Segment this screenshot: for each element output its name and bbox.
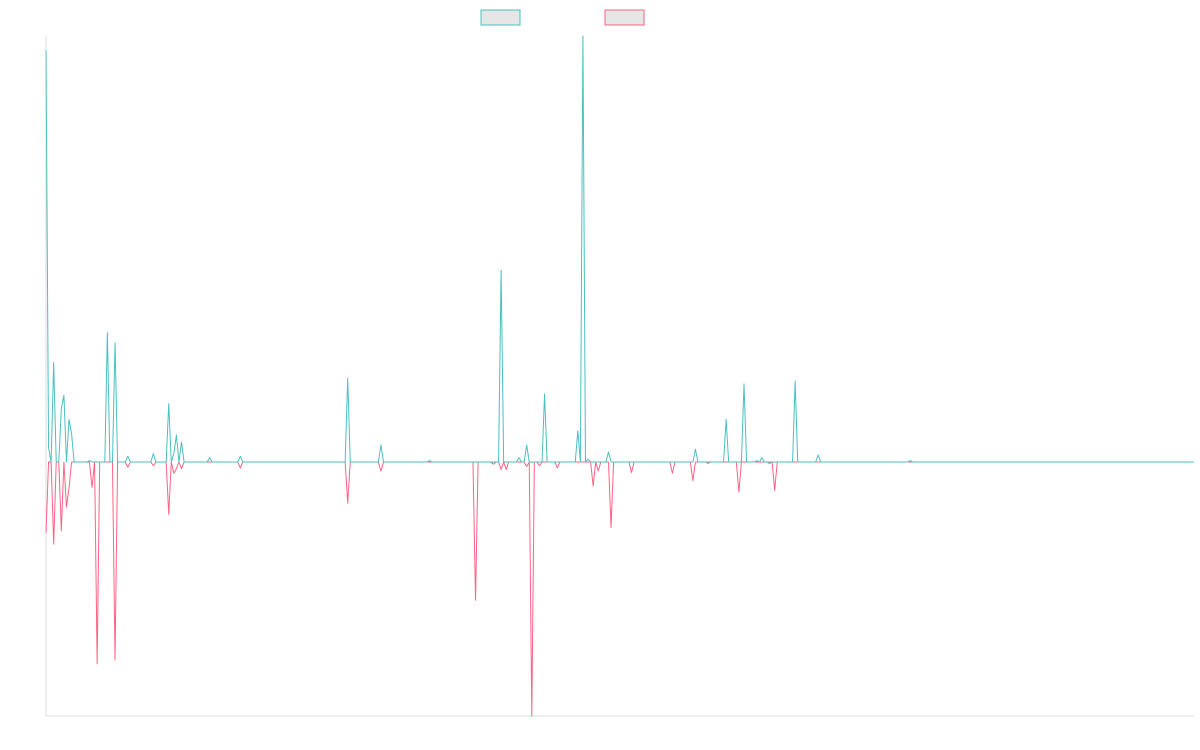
- legend-swatch-2[interactable]: [604, 9, 645, 26]
- series-line-2: [45, 461, 1194, 717]
- series-line-1: [45, 35, 1194, 463]
- legend-swatch-1[interactable]: [480, 9, 521, 26]
- legend: [480, 9, 645, 26]
- series-layer: [45, 35, 1194, 717]
